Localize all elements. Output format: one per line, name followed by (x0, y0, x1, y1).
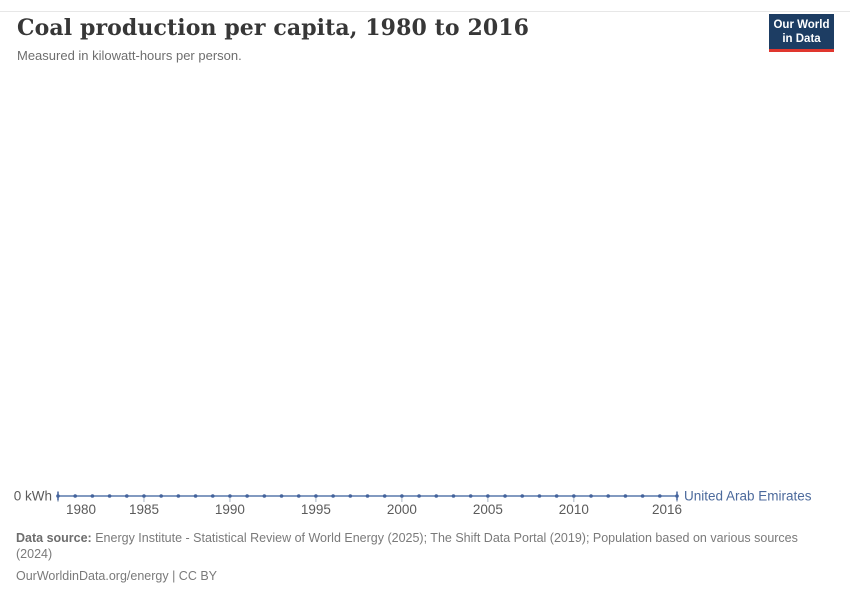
x-tick-label: 2010 (559, 502, 589, 517)
owid-logo[interactable]: Our World in Data (769, 14, 834, 52)
data-point-marker (159, 494, 163, 498)
data-point-marker (56, 494, 60, 498)
x-tick-label: 1995 (301, 502, 331, 517)
data-point-marker (417, 494, 421, 498)
data-source-note: Data source: Energy Institute - Statisti… (16, 531, 822, 563)
entity-label[interactable]: United Arab Emirates (684, 489, 812, 504)
data-point-marker (228, 494, 232, 498)
chart-canvas: 1980 1985 1990 1995 2000 2005 2010 2016 0 kWh Uni… (14, 489, 812, 518)
x-tick-label: 2000 (387, 502, 417, 517)
data-point-marker (124, 494, 129, 498)
chart-header: Coal production per capita, 1980 to 2016… (17, 15, 750, 63)
data-point-marker (503, 494, 507, 498)
x-tick-label: 2016 (652, 502, 682, 517)
x-tick-label: 1980 (66, 502, 96, 517)
data-point-marker (210, 494, 215, 498)
data-point-marker (468, 494, 473, 498)
data-point-marker (142, 494, 146, 498)
data-point-marker (245, 494, 249, 498)
data-point-marker (675, 494, 679, 498)
chart-title: Coal production per capita, 1980 to 2016 (17, 15, 530, 41)
license-line[interactable]: OurWorldinData.org/energy | CC BY (16, 568, 218, 583)
owid-logo-line1: Our World (773, 19, 830, 31)
top-divider (0, 11, 850, 12)
data-point-marker (486, 494, 490, 498)
data-point-marker (73, 494, 77, 498)
data-point-marker (572, 494, 576, 498)
data-point-marker (262, 494, 267, 498)
data-point-marker (589, 494, 593, 498)
data-point-marker (176, 494, 181, 498)
data-point-marker (658, 494, 662, 498)
y-axis-zero-label: 0 kWh (14, 489, 52, 504)
data-point-marker (365, 494, 370, 498)
data-point-marker (90, 494, 95, 498)
x-tick-label: 1990 (215, 502, 245, 517)
data-point-marker (434, 494, 439, 498)
x-tick-label: 1985 (129, 502, 159, 517)
data-source-label: Data source: (16, 531, 92, 545)
data-point-marker (348, 494, 353, 498)
data-point-marker (623, 494, 628, 498)
data-point-marker (296, 494, 301, 498)
chart-subtitle: Measured in kilowatt-hours per person. (17, 47, 242, 63)
x-tick-label: 2005 (473, 502, 503, 517)
data-point-marker (193, 494, 198, 498)
data-point-marker (451, 494, 456, 498)
owid-logo-line2: in Data (782, 33, 821, 46)
data-point-marker (382, 494, 387, 498)
data-point-marker (606, 494, 611, 498)
data-point-marker (331, 494, 335, 498)
data-point-marker (520, 494, 525, 498)
data-point-marker (314, 494, 318, 498)
data-point-marker (279, 494, 284, 498)
data-point-marker (107, 494, 112, 498)
data-point-marker (537, 494, 542, 498)
data-point-marker (554, 494, 559, 498)
data-point-marker (400, 494, 404, 498)
data-source-text: Energy Institute - Statistical Review of… (16, 531, 798, 561)
chart-footer: Data source: Energy Institute - Statisti… (16, 531, 834, 584)
data-point-marker (640, 494, 645, 498)
